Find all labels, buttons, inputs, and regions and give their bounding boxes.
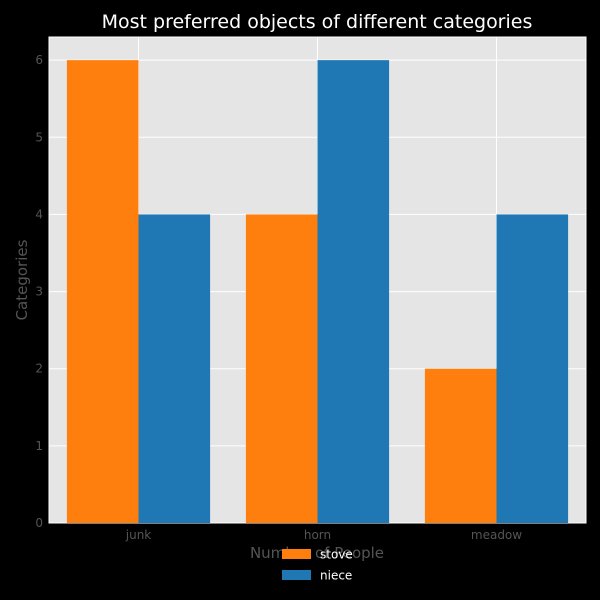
x-axis-label: Number of People bbox=[250, 544, 384, 562]
y-tick-label: 3 bbox=[35, 285, 43, 299]
y-tick-label: 6 bbox=[35, 53, 43, 67]
legend-swatch-stove bbox=[282, 549, 311, 559]
bar-stove-horn bbox=[245, 214, 318, 523]
bar-niece-horn bbox=[317, 60, 390, 524]
x-tick-label: horn bbox=[304, 528, 331, 542]
y-tick-label: 5 bbox=[35, 130, 43, 144]
x-tick-label: junk bbox=[125, 528, 152, 542]
bar-niece-junk bbox=[138, 214, 211, 523]
y-tick-label: 0 bbox=[35, 516, 43, 530]
y-tick-label: 1 bbox=[35, 439, 43, 453]
bars bbox=[66, 60, 569, 524]
legend-label-niece: niece bbox=[320, 569, 352, 583]
legend-label-stove: stove bbox=[320, 548, 353, 562]
y-axis-label: Categories bbox=[13, 239, 31, 320]
bar-stove-meadow bbox=[424, 368, 497, 523]
y-tick-label: 4 bbox=[35, 207, 43, 221]
bar-stove-junk bbox=[66, 60, 139, 524]
tick-labels: 0 1 2 3 4 5 6 junk horn meadow bbox=[35, 53, 522, 542]
chart-title: Most preferred objects of different cate… bbox=[102, 11, 533, 33]
x-tick-label: meadow bbox=[471, 528, 522, 542]
legend-swatch-niece bbox=[282, 570, 311, 580]
bar-niece-meadow bbox=[496, 214, 569, 523]
y-tick-label: 2 bbox=[35, 362, 43, 376]
legend: stove niece bbox=[282, 548, 353, 583]
